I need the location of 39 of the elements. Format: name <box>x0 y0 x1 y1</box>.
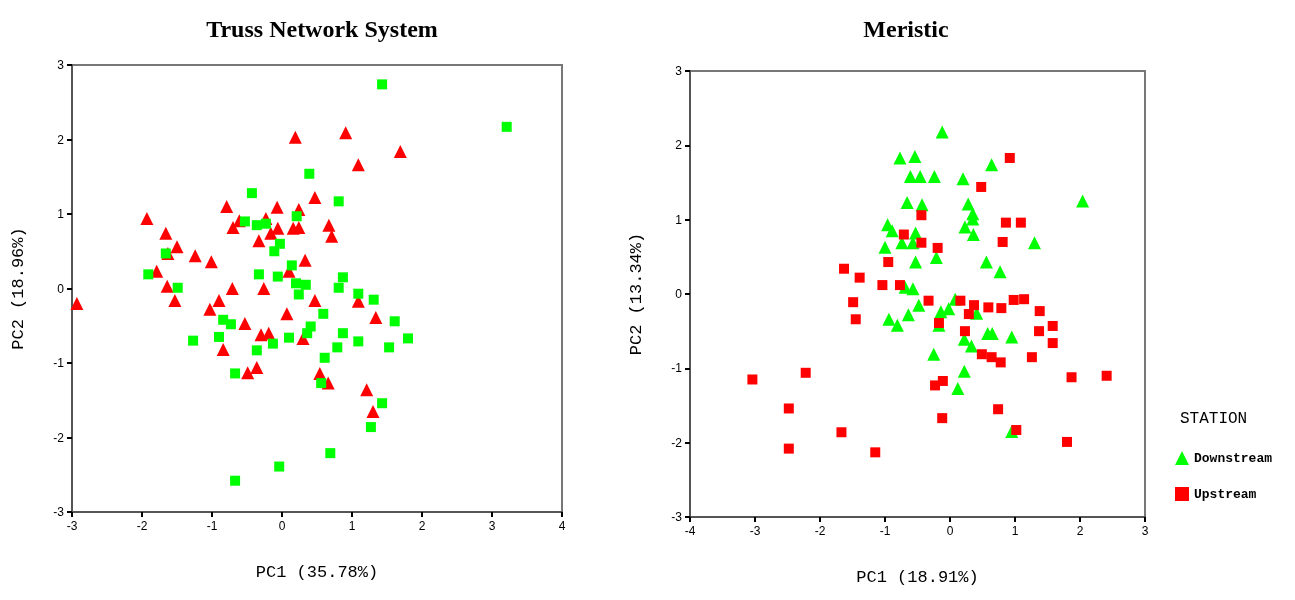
x-axis-title: PC1 (35.78%) <box>255 563 379 582</box>
y-axis-title: PC2 (13.34%) <box>627 232 646 356</box>
y-tick-label: 3 <box>675 64 683 78</box>
chart-title: Meristic <box>863 16 949 42</box>
x-tick-label: -3 <box>66 519 78 533</box>
x-axis-title: PC1 (18.91%) <box>856 568 979 587</box>
y-tick-label: -3 <box>671 510 683 524</box>
chart-title: Truss Network System <box>206 16 438 42</box>
x-tick-label: 1 <box>348 519 356 533</box>
x-tick-label: -3 <box>749 524 761 538</box>
y-tick-label: -1 <box>671 361 683 376</box>
x-tick-label: 4 <box>558 519 566 533</box>
y-tick-label: -1 <box>53 356 65 370</box>
x-tick-label: -4 <box>684 524 696 538</box>
y-tick-label: 0 <box>675 287 683 301</box>
y-tick-label: 3 <box>57 58 65 72</box>
x-tick-label: -2 <box>136 519 148 533</box>
x-tick-label: 0 <box>946 524 954 538</box>
x-tick-label: 3 <box>488 519 496 533</box>
x-tick-label: -1 <box>879 524 891 538</box>
x-tick-label: 1 <box>1011 524 1019 538</box>
x-tick-label: -2 <box>814 524 826 538</box>
y-tick-label: -2 <box>53 430 65 445</box>
y-tick-label: -2 <box>671 435 683 450</box>
y-tick-label: 2 <box>675 138 683 153</box>
x-tick-label: 3 <box>1141 524 1149 538</box>
y-tick-label: 0 <box>57 281 65 296</box>
legend-label: Upstream <box>1194 486 1257 502</box>
x-tick-label: 2 <box>418 519 426 533</box>
y-axis-title: PC2 (18.96%) <box>9 227 28 350</box>
legend-title: STATION <box>1180 410 1248 428</box>
x-tick-label: 0 <box>278 519 286 533</box>
y-tick-label: 2 <box>57 132 65 147</box>
y-tick-label: 1 <box>675 212 683 227</box>
x-tick-label: -1 <box>206 519 218 533</box>
y-tick-label: 1 <box>57 207 65 221</box>
x-tick-label: 2 <box>1076 524 1084 538</box>
legend-label: Downstream <box>1194 450 1273 466</box>
y-tick-label: -3 <box>53 505 65 519</box>
